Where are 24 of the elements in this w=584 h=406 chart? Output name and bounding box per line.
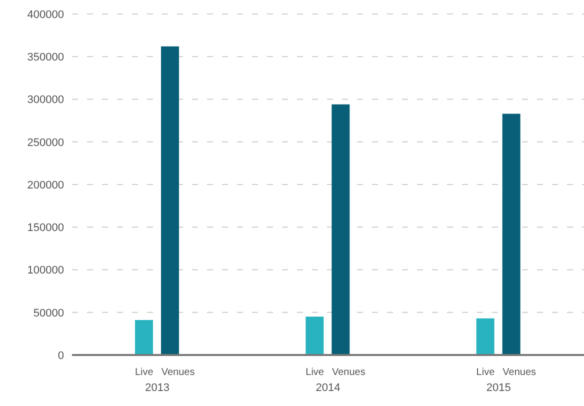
y-tick-label: 400000 — [27, 8, 64, 21]
text: Venues — [502, 367, 536, 378]
y-tick-label: 350000 — [27, 52, 64, 64]
bar — [476, 318, 494, 355]
text: Live — [476, 367, 495, 378]
x-tick-label: 2014 — [316, 382, 340, 394]
x-tick-label: 2013 — [145, 382, 170, 394]
y-tick-label: 100000 — [27, 264, 64, 277]
y-tick-label: 50000 — [33, 307, 64, 320]
y-tick-label: 300000 — [27, 94, 64, 106]
y-tick-label: 0 — [58, 350, 64, 362]
bar — [332, 104, 350, 355]
bar — [161, 46, 179, 355]
y-tick-label: 250000 — [27, 136, 64, 149]
text: Venues — [332, 367, 366, 378]
series-label: Live — [134, 367, 154, 378]
series-label: Venues — [161, 367, 195, 378]
y-tick-label: 200000 — [27, 179, 64, 192]
bar — [135, 320, 153, 355]
y-tick-label: 150000 — [27, 222, 64, 234]
bar — [306, 316, 324, 355]
x-tick-label: 2015 — [486, 382, 511, 394]
text: Live — [306, 367, 324, 378]
bar — [502, 114, 520, 355]
